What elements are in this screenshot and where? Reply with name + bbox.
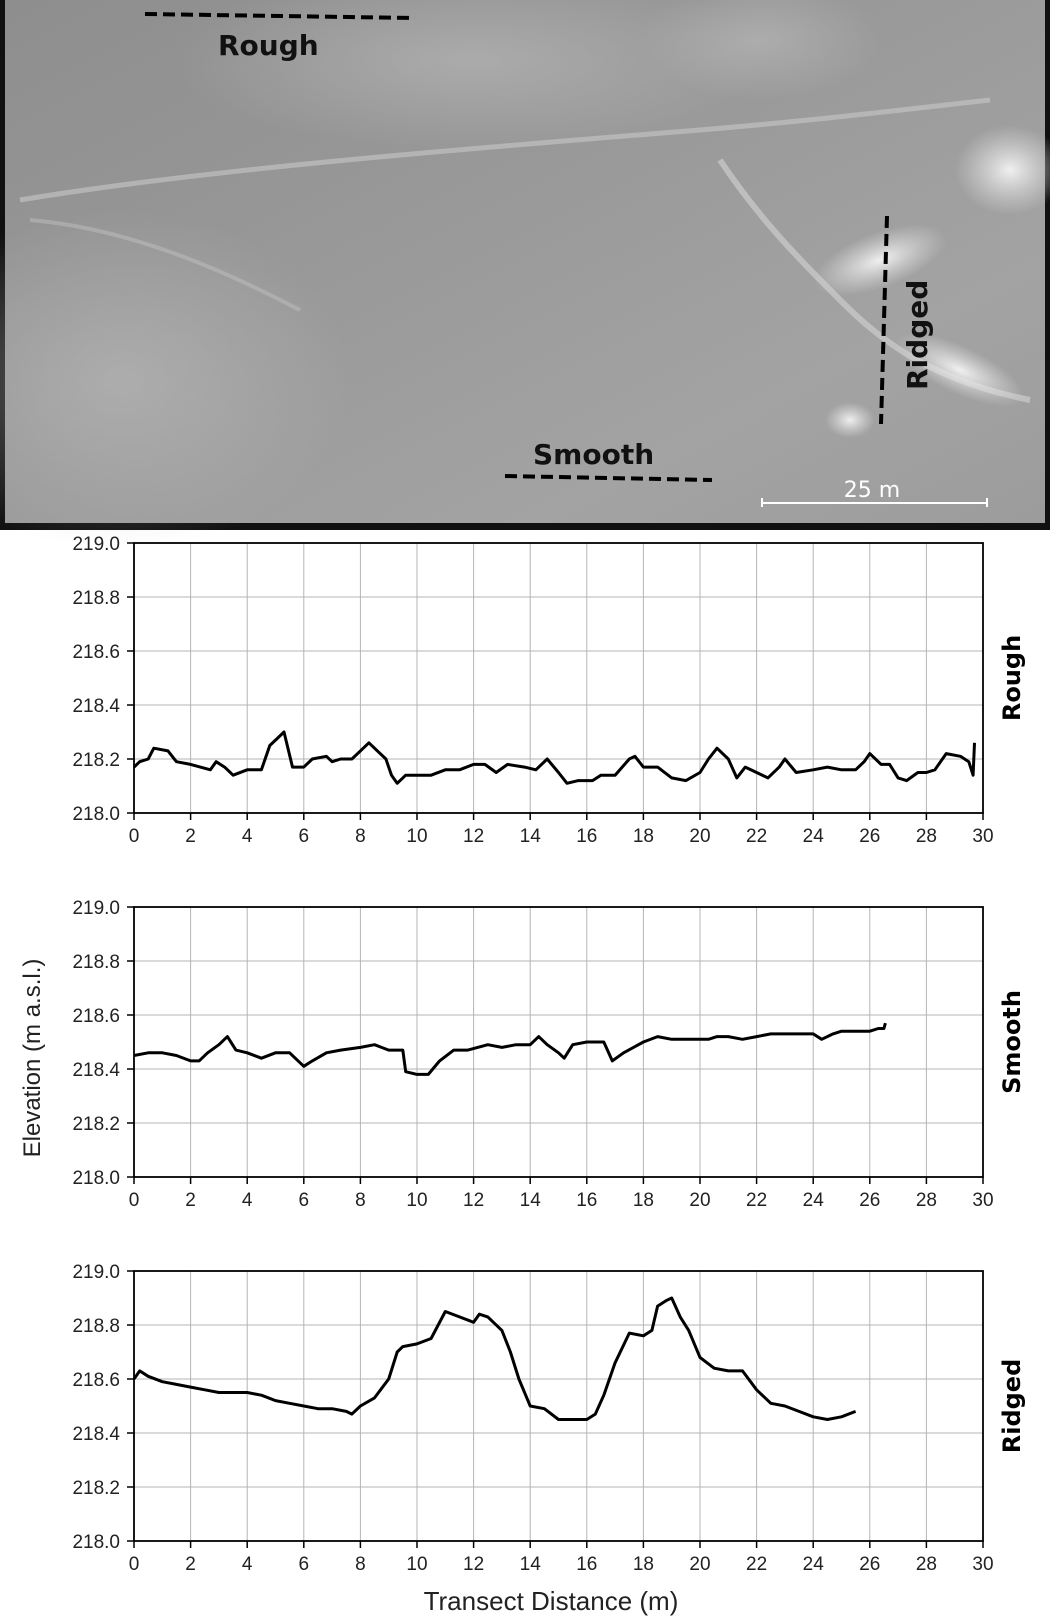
plot-area — [134, 1271, 983, 1541]
plot-area — [134, 543, 983, 813]
aerial-image — [0, 0, 1050, 550]
x-tick-label: 24 — [803, 826, 825, 847]
x-tick-label: 30 — [972, 826, 993, 847]
x-tick-label: 4 — [242, 826, 253, 847]
x-tick-label: 28 — [916, 826, 937, 847]
x-tick-label: 18 — [633, 1554, 654, 1575]
y-tick-label: 218.8 — [72, 1316, 120, 1337]
y-tick-label: 218.2 — [72, 750, 120, 771]
side-label: Ridged — [998, 1359, 1026, 1454]
y-tick-label: 218.2 — [72, 1114, 120, 1135]
x-tick-label: 12 — [463, 1190, 484, 1211]
y-tick-label: 219.0 — [72, 898, 120, 919]
y-tick-label: 218.0 — [72, 1532, 120, 1553]
x-tick-label: 4 — [242, 1554, 253, 1575]
chart-rough: 0 2 4 6 8 10 12 14 16 18 20 22 24 26 28 30218.0218.2218… — [72, 534, 1026, 847]
y-tick-label: 218.4 — [72, 1060, 120, 1081]
x-tick-label: 8 — [355, 826, 366, 847]
x-tick-label: 22 — [746, 826, 767, 847]
side-label: Rough — [998, 635, 1026, 721]
y-tick-label: 219.0 — [72, 534, 120, 555]
map-label-rough: Rough — [218, 29, 319, 62]
y-axis-label: Elevation (m a.s.l.) — [19, 959, 46, 1158]
plot-frame — [133, 1270, 984, 1542]
x-tick-label: 28 — [916, 1190, 937, 1211]
x-tick-label: 8 — [355, 1554, 366, 1575]
map-label-ridged: Ridged — [901, 280, 934, 390]
side-label: Smooth — [998, 990, 1026, 1094]
x-tick-label: 4 — [242, 1190, 253, 1211]
transect-line-ridged — [879, 215, 889, 425]
y-tick-label: 218.6 — [72, 642, 120, 663]
x-tick-label: 14 — [520, 826, 542, 847]
transect-line-smooth — [504, 474, 713, 482]
x-tick-label: 12 — [463, 826, 484, 847]
x-tick-label: 20 — [689, 826, 710, 847]
x-tick-label: 30 — [972, 1190, 993, 1211]
x-tick-label: 6 — [299, 1190, 310, 1211]
x-tick-label: 2 — [185, 1554, 196, 1575]
plot-frame — [133, 906, 984, 1178]
x-tick-label: 2 — [185, 826, 196, 847]
x-tick-label: 0 — [129, 1190, 140, 1211]
y-tick-label: 218.6 — [72, 1006, 120, 1027]
y-tick-label: 219.0 — [72, 1262, 120, 1283]
x-axis-label: Transect Distance (m) — [424, 1586, 679, 1616]
x-tick-label: 16 — [576, 1190, 597, 1211]
series-line — [132, 730, 976, 785]
x-tick-label: 22 — [746, 1190, 767, 1211]
y-tick-label: 218.8 — [72, 588, 120, 609]
x-tick-label: 10 — [406, 826, 427, 847]
y-tick-label: 218.4 — [72, 1424, 120, 1445]
y-tick-label: 218.8 — [72, 952, 120, 973]
x-tick-label: 6 — [299, 826, 310, 847]
x-tick-label: 26 — [859, 1554, 880, 1575]
x-tick-label: 18 — [633, 1190, 654, 1211]
x-tick-label: 18 — [633, 826, 654, 847]
x-tick-label: 16 — [576, 826, 597, 847]
plot-frame — [133, 542, 984, 814]
y-tick-label: 218.0 — [72, 1168, 120, 1189]
x-tick-label: 16 — [576, 1554, 597, 1575]
y-tick-label: 218.2 — [72, 1478, 120, 1499]
x-tick-label: 12 — [463, 1554, 484, 1575]
x-tick-label: 30 — [972, 1554, 993, 1575]
y-tick-label: 218.6 — [72, 1370, 120, 1391]
transect-line-rough — [144, 12, 416, 20]
x-tick-label: 26 — [859, 826, 880, 847]
plot-area — [134, 907, 983, 1177]
series-line — [133, 1022, 887, 1076]
chart-smooth: 0 2 4 6 8 10 12 14 16 18 20 22 24 26 28 30218.0218.2218… — [72, 898, 1026, 1211]
x-tick-label: 14 — [520, 1190, 542, 1211]
map-label-smooth: Smooth — [533, 438, 654, 471]
x-tick-label: 22 — [746, 1554, 767, 1575]
x-tick-label: 20 — [689, 1554, 710, 1575]
x-tick-label: 20 — [689, 1190, 710, 1211]
x-tick-label: 10 — [406, 1190, 427, 1211]
x-tick-label: 0 — [129, 826, 140, 847]
x-tick-label: 0 — [129, 1554, 140, 1575]
x-tick-label: 10 — [406, 1554, 427, 1575]
chart-ridged: 0 2 4 6 8 10 12 14 16 18 20 22 24 26 28 30218.0218.2218… — [72, 1262, 1026, 1575]
x-tick-label: 24 — [803, 1190, 825, 1211]
series-line — [132, 1296, 857, 1421]
x-tick-label: 14 — [520, 1554, 542, 1575]
x-tick-label: 6 — [299, 1554, 310, 1575]
x-tick-label: 28 — [916, 1554, 937, 1575]
scale-bar-label: 25 m — [844, 478, 900, 503]
y-tick-label: 218.0 — [72, 804, 120, 825]
x-tick-label: 2 — [185, 1190, 196, 1211]
x-tick-label: 26 — [859, 1190, 880, 1211]
y-tick-label: 218.4 — [72, 696, 120, 717]
x-tick-label: 24 — [803, 1554, 825, 1575]
x-tick-label: 8 — [355, 1190, 366, 1211]
